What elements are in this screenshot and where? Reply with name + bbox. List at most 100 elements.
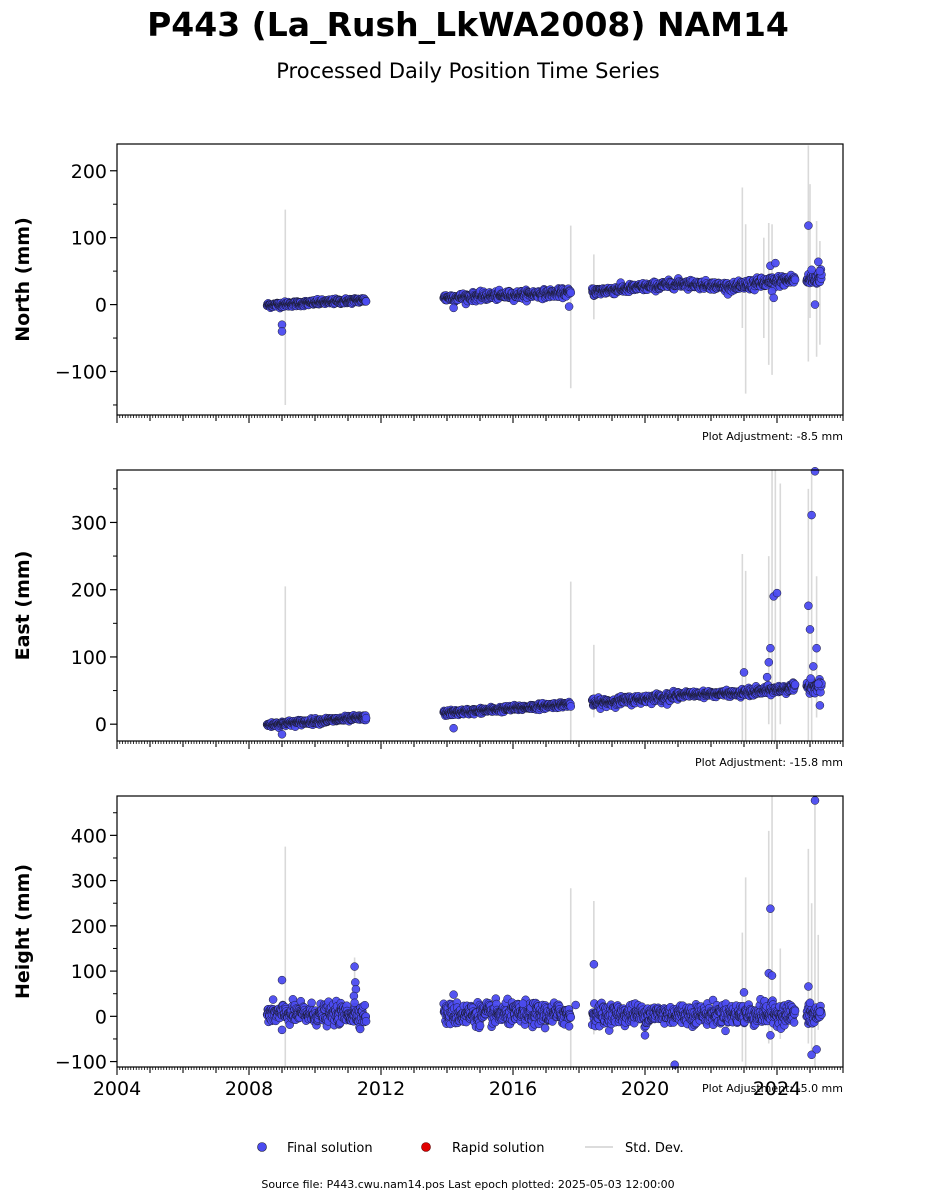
final-solution-point xyxy=(766,643,775,653)
plot-adjustment-note: Plot Adjustment: -8.5 mm xyxy=(702,430,843,443)
y-tick-label: 400 xyxy=(71,825,107,847)
final-solution-point xyxy=(812,1045,821,1054)
final-solution-point xyxy=(790,1006,800,1016)
x-tick-label: 2012 xyxy=(357,1078,405,1100)
legend-final-marker xyxy=(257,1142,267,1152)
final-solution-point xyxy=(807,265,816,275)
panels-container: −100 0 100 200 North (mm) Plot Adjustment: -8… xyxy=(12,143,844,1100)
y-axis-label: Height (mm) xyxy=(12,864,34,999)
plot-frame xyxy=(116,469,844,742)
final-solution-point xyxy=(769,293,778,303)
final-solution-point xyxy=(805,625,815,634)
panel-2: 0 100 200 300 East (mm) Plot Adjustment: -15.… xyxy=(12,467,844,769)
final-solution-point xyxy=(809,662,818,671)
final-solution-point xyxy=(764,658,774,667)
final-solution-point xyxy=(772,588,782,598)
y-tick-label: 100 xyxy=(71,228,107,250)
y-tick-label: 100 xyxy=(71,961,107,983)
y-tick-label: 300 xyxy=(71,512,107,534)
legend-stddev-label: Std. Dev. xyxy=(625,1141,684,1156)
final-solution-point xyxy=(564,302,574,311)
final-solution-point xyxy=(814,679,823,689)
legend: Final solution Rapid solution Std. Dev. xyxy=(257,1141,684,1156)
y-tick-label: 100 xyxy=(71,647,107,669)
final-solution-point xyxy=(812,643,821,653)
y-tick-label: 200 xyxy=(71,580,107,602)
final-solution-point xyxy=(518,999,528,1008)
chart-subtitle: Processed Daily Position Time Series xyxy=(276,59,660,83)
panel-1: −100 0 100 200 North (mm) Plot Adjustment: -8… xyxy=(12,143,844,443)
final-solution-point xyxy=(540,1023,550,1033)
final-solution-point xyxy=(589,960,599,969)
final-solution-point xyxy=(805,998,815,1008)
y-axis-label: North (mm) xyxy=(12,217,34,342)
y-tick-label: 200 xyxy=(71,161,107,183)
final-solution-point xyxy=(810,467,820,476)
final-solution-point xyxy=(807,510,816,520)
x-tick-label: 2024 xyxy=(753,1078,801,1100)
final-solution-point xyxy=(739,668,749,677)
final-solution-point xyxy=(790,680,800,689)
final-solution-point xyxy=(566,1012,576,1022)
x-tick-label: 2004 xyxy=(93,1078,141,1100)
final-solution-point xyxy=(815,266,825,276)
final-solution-point xyxy=(277,975,287,985)
y-tick-label: 200 xyxy=(71,916,107,938)
final-solution-point xyxy=(350,998,359,1008)
y-tick-label: −100 xyxy=(55,1052,107,1074)
legend-rapid-label: Rapid solution xyxy=(452,1141,544,1156)
final-solution-point xyxy=(815,1007,825,1017)
final-solution-point xyxy=(814,257,823,267)
final-solution-point xyxy=(571,1000,580,1010)
final-solution-point xyxy=(360,1000,370,1010)
final-solution-point xyxy=(739,988,749,997)
final-solution-point xyxy=(766,1031,775,1040)
final-solution-point xyxy=(810,796,820,805)
y-axis-label: East (mm) xyxy=(12,551,34,661)
final-solution-point xyxy=(361,713,371,723)
x-tick-label: 2016 xyxy=(489,1078,537,1100)
final-solution-point xyxy=(766,904,775,913)
final-solution-point xyxy=(789,1018,799,1027)
final-solution-point xyxy=(771,258,780,268)
final-solution-point xyxy=(449,990,458,999)
final-solution-point xyxy=(566,702,576,711)
final-solution-point xyxy=(804,982,813,991)
final-solution-point xyxy=(806,674,815,683)
final-solution-point xyxy=(762,672,772,682)
final-solution-point xyxy=(564,1022,574,1031)
source-footer: Source file: P443.cwu.nam14.pos Last epo… xyxy=(261,1178,674,1191)
final-solution-point xyxy=(268,995,278,1004)
final-solution-point xyxy=(449,723,458,733)
legend-rapid-marker xyxy=(421,1142,431,1152)
final-solution-point xyxy=(767,971,777,980)
final-solution-point xyxy=(449,303,458,313)
final-solution-point xyxy=(804,221,813,230)
plot-adjustment-note: Plot Adjustment: -15.8 mm xyxy=(695,756,843,769)
final-solution-point xyxy=(810,300,820,309)
chart-title: P443 (La_Rush_LkWA2008) NAM14 xyxy=(147,5,789,44)
final-solution-point xyxy=(566,288,576,298)
y-tick-label: 0 xyxy=(95,714,107,736)
x-tick-label: 2008 xyxy=(225,1078,273,1100)
final-solution-point xyxy=(307,998,316,1008)
y-tick-label: −100 xyxy=(55,362,107,384)
final-solution-point xyxy=(355,1024,365,1034)
legend-final-label: Final solution xyxy=(287,1141,373,1156)
final-solution-point xyxy=(350,962,359,971)
final-solution-point xyxy=(277,1025,287,1035)
final-solution-point xyxy=(790,275,800,285)
final-solution-point xyxy=(721,1026,730,1036)
final-solution-point xyxy=(277,327,287,336)
final-solution-point xyxy=(475,1021,485,1030)
final-solution-point xyxy=(277,730,287,739)
x-tick-label: 2020 xyxy=(621,1078,669,1100)
final-solution-point xyxy=(361,1017,371,1026)
final-solution-point xyxy=(640,1031,650,1040)
final-solution-point xyxy=(804,601,813,611)
y-tick-label: 0 xyxy=(95,295,107,317)
y-tick-label: 300 xyxy=(71,871,107,893)
y-tick-label: 0 xyxy=(95,1006,107,1028)
